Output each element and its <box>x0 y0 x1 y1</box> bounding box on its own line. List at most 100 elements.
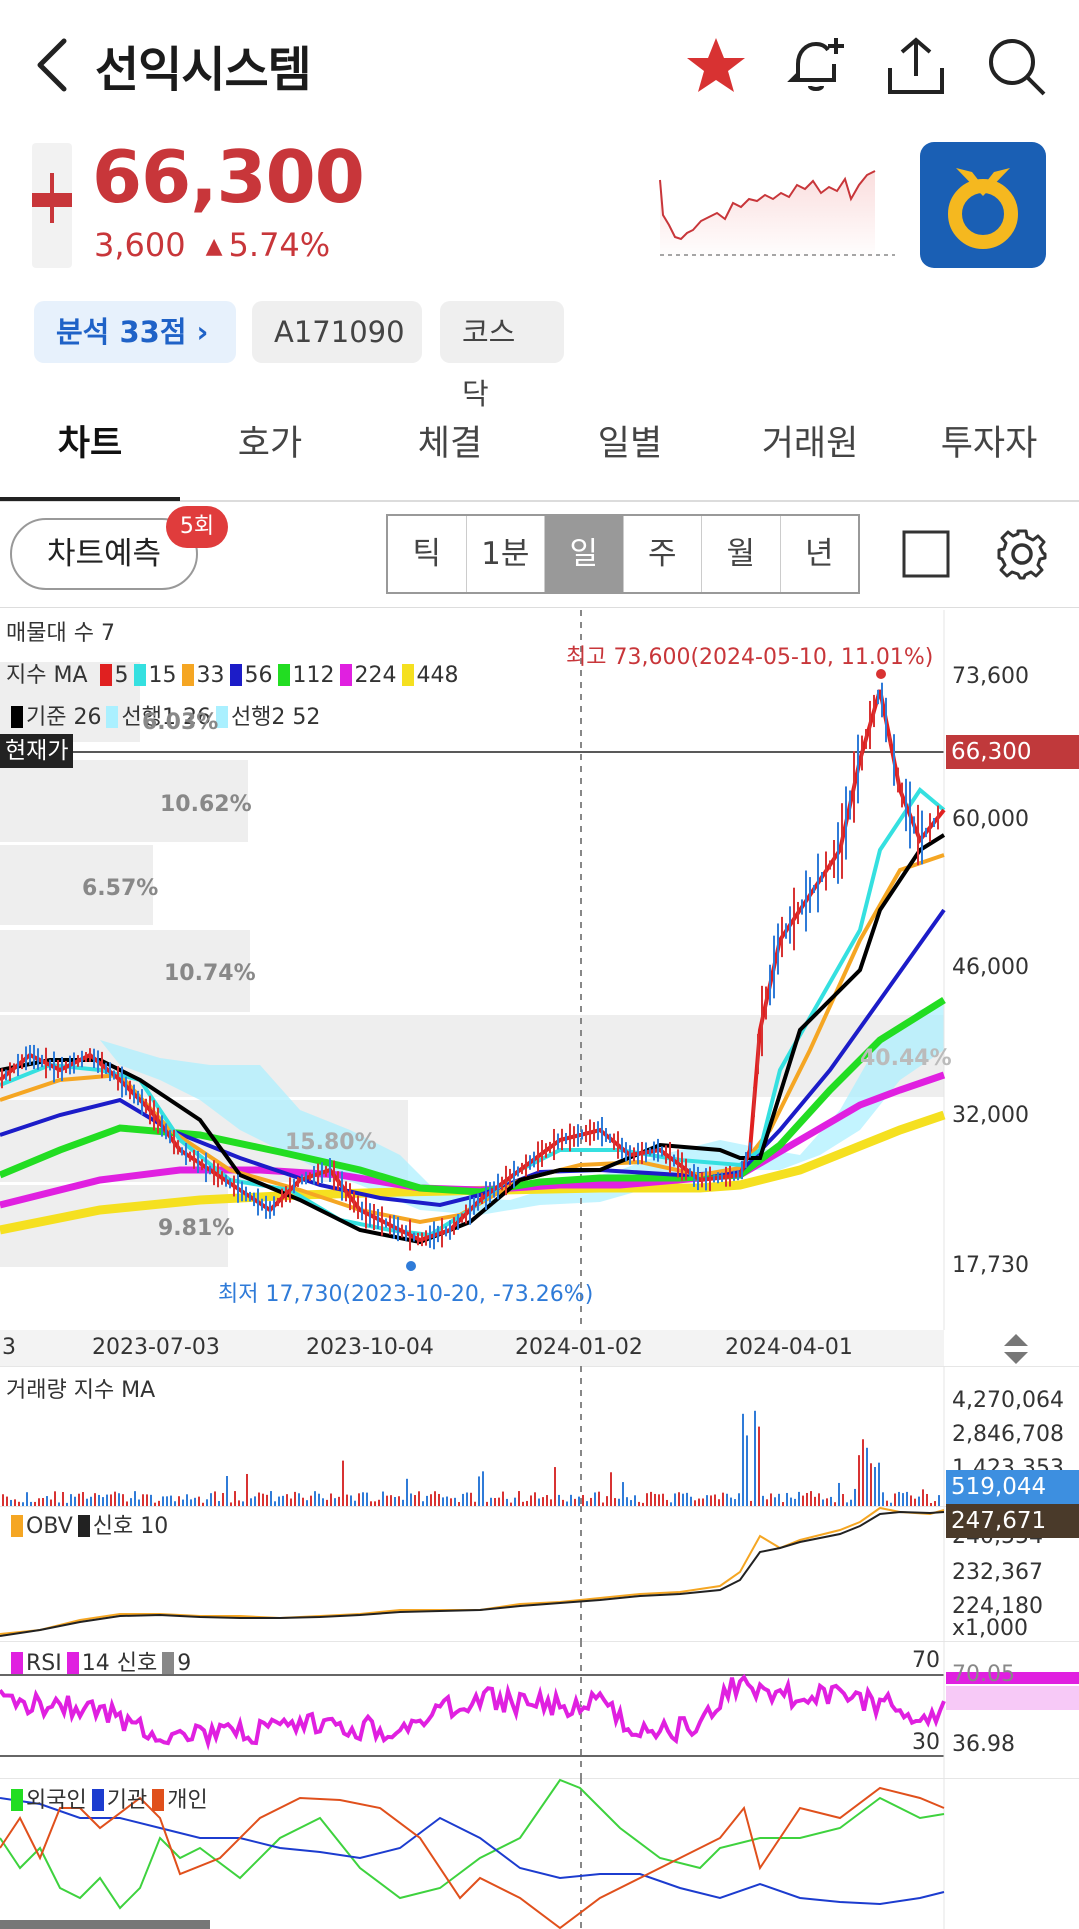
chart-predict-button[interactable]: 차트예측 <box>10 518 198 590</box>
volume-bar <box>442 1497 444 1506</box>
settings-button[interactable] <box>996 528 1048 580</box>
back-button[interactable] <box>28 35 78 95</box>
fullscreen-button[interactable] <box>902 530 950 578</box>
volume-bar <box>850 1499 852 1506</box>
volume-bar <box>314 1491 316 1506</box>
tab-chart[interactable]: 차트 <box>57 424 123 464</box>
obv-tick: 224,180 <box>952 1594 1043 1619</box>
volume-bar <box>578 1496 580 1506</box>
volume-bar <box>706 1495 708 1506</box>
volume-bar <box>406 1478 408 1506</box>
volume-bar <box>934 1501 936 1506</box>
volume-bar <box>902 1493 904 1506</box>
tab-trades[interactable]: 체결 <box>417 424 483 464</box>
ichimoku-legend-label: 기준 26 <box>26 705 102 730</box>
volume-bar <box>750 1500 752 1506</box>
scroll-indicator[interactable] <box>0 1920 210 1929</box>
volume-bar <box>522 1501 524 1506</box>
volume-bar <box>278 1496 280 1506</box>
alert-button[interactable] <box>784 34 848 98</box>
gear-icon <box>997 529 1047 580</box>
price-chart[interactable] <box>0 610 1079 1330</box>
tab-daily[interactable]: 일별 <box>597 424 663 464</box>
volume-bar <box>322 1498 324 1506</box>
volume-bar <box>426 1495 428 1506</box>
toolbar-divider <box>0 607 1079 608</box>
period-month[interactable]: 월 <box>702 516 781 592</box>
volume-bar <box>454 1497 456 1506</box>
search-button[interactable] <box>984 34 1048 98</box>
sparkline <box>659 170 895 260</box>
volume-bar <box>230 1502 232 1506</box>
volume-bar <box>438 1493 440 1506</box>
volume-bar <box>70 1494 72 1506</box>
volume-bar <box>526 1500 528 1506</box>
volume-bar <box>742 1413 744 1506</box>
volume-bar <box>838 1482 840 1506</box>
volume-bar <box>54 1491 56 1506</box>
volume-bar <box>634 1495 636 1506</box>
ichimoku-legend-swatch <box>215 706 228 728</box>
volume-bar <box>910 1495 912 1506</box>
volume-bar <box>858 1455 860 1506</box>
share-button[interactable] <box>884 34 948 98</box>
period-week[interactable]: 주 <box>624 516 702 592</box>
volume-bar <box>394 1497 396 1506</box>
tab-investors[interactable]: 투자자 <box>940 424 1038 464</box>
volume-bar <box>366 1492 368 1506</box>
volume-bar <box>186 1494 188 1506</box>
rsi-tick: 70.05 <box>952 1662 1015 1687</box>
high-marker <box>876 669 886 679</box>
volume-bar <box>630 1500 632 1506</box>
tab-brokers[interactable]: 거래원 <box>761 424 859 464</box>
rsi-line <box>0 1673 946 1751</box>
volume-chart[interactable] <box>0 1366 1079 1506</box>
volume-bar <box>774 1497 776 1506</box>
resize-handle[interactable] <box>1002 1332 1030 1366</box>
bell-plus-icon <box>787 38 844 91</box>
volume-bar <box>106 1494 108 1506</box>
share-icon <box>888 37 944 94</box>
volume-bar <box>234 1491 236 1506</box>
volume-bar <box>822 1499 824 1506</box>
volume-bar <box>694 1500 696 1506</box>
volume-bar <box>414 1495 416 1506</box>
period-1min[interactable]: 1분 <box>467 516 545 592</box>
ma-legend-label: 56 <box>244 663 273 688</box>
obv-chart[interactable] <box>0 1506 1079 1641</box>
volume-bar <box>242 1501 244 1506</box>
volume-bar <box>534 1492 536 1506</box>
search-icon <box>989 39 1046 96</box>
volume-bar <box>470 1492 472 1506</box>
volume-bar <box>938 1495 940 1506</box>
investor-legend-label: 기관 <box>106 1788 148 1813</box>
volume-bar <box>294 1491 296 1506</box>
volume-bar <box>46 1496 48 1506</box>
volume-bar <box>266 1494 268 1506</box>
volume-bar <box>718 1499 720 1506</box>
profile-pct-7: 40.44% <box>860 1046 952 1071</box>
volume-bar <box>570 1494 572 1506</box>
ichimoku-base-line <box>0 833 946 1245</box>
volume-bar <box>770 1493 772 1506</box>
tab-orderbook[interactable]: 호가 <box>237 424 303 464</box>
volume-bar <box>310 1495 312 1506</box>
volume-bar <box>582 1495 584 1506</box>
rsi-chart[interactable] <box>0 1641 1079 1778</box>
volume-bar <box>254 1496 256 1506</box>
volume-bar <box>6 1496 8 1506</box>
analysis-score-button[interactable]: 분석 33점 › <box>34 301 236 363</box>
volume-bar <box>666 1499 668 1506</box>
favorite-button[interactable] <box>684 34 748 98</box>
investor-legend-swatch <box>11 1789 23 1811</box>
investor-chart[interactable] <box>0 1778 1079 1929</box>
volume-bar <box>14 1499 16 1506</box>
volume-bar <box>754 1410 756 1506</box>
period-tick[interactable]: 틱 <box>388 516 467 592</box>
volume-bar <box>782 1502 784 1506</box>
period-day[interactable]: 일 <box>545 516 624 592</box>
volume-bar <box>506 1498 508 1506</box>
volume-bar <box>890 1502 892 1506</box>
candles <box>1 682 939 1251</box>
period-year[interactable]: 년 <box>804 536 834 572</box>
